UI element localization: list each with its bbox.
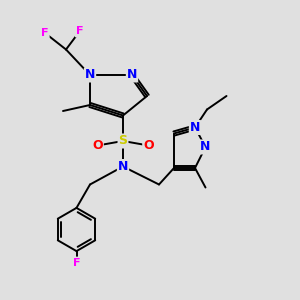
Text: F: F	[76, 26, 83, 37]
Text: F: F	[41, 28, 49, 38]
Text: O: O	[143, 139, 154, 152]
Text: N: N	[118, 160, 128, 173]
Text: F: F	[73, 257, 80, 268]
Text: O: O	[92, 139, 103, 152]
Text: N: N	[200, 140, 211, 154]
Text: N: N	[127, 68, 137, 82]
Text: N: N	[190, 121, 200, 134]
Text: S: S	[118, 134, 127, 148]
Text: N: N	[85, 68, 95, 82]
